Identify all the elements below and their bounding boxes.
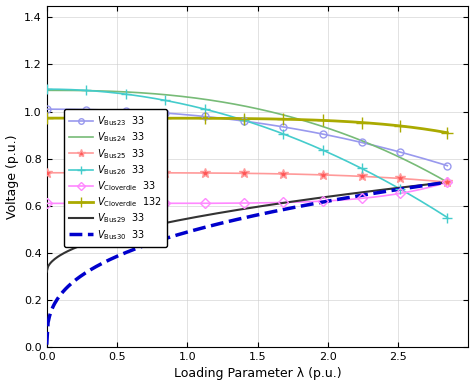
Legend: $V_{\mathregular{Bus 23}}$  33, $V_{\mathregular{Bus 24}}$  33, $V_{\mathregular: $V_{\mathregular{Bus 23}}$ 33, $V_{\math… (64, 109, 167, 247)
Y-axis label: Voltage (p.u.): Voltage (p.u.) (6, 134, 18, 218)
X-axis label: Loading Parameter λ (p.u.): Loading Parameter λ (p.u.) (174, 367, 341, 381)
